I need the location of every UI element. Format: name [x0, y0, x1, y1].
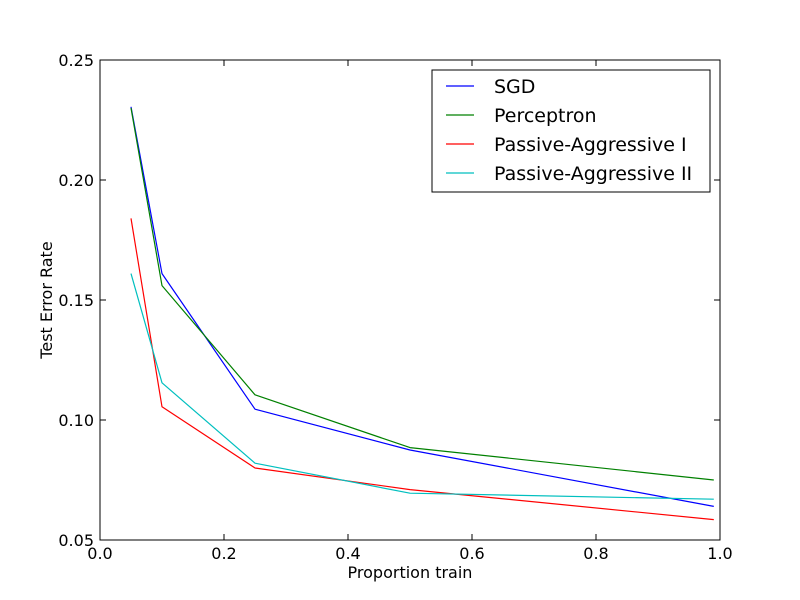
- x-tick-label-4: 0.8: [583, 544, 608, 563]
- x-tick-label-2: 0.4: [335, 544, 360, 563]
- legend-box: [431, 69, 711, 193]
- legend-label-0: SGD: [494, 76, 535, 98]
- legend: SGD Perceptron Passive-Aggressive I Passive…: [431, 69, 711, 193]
- x-tick-label-1: 0.2: [211, 544, 236, 563]
- y-tick-label-1: 0.10: [58, 411, 94, 430]
- series-line-0: [130, 106, 714, 507]
- x-axis-label: Proportion train: [348, 563, 473, 582]
- y-axis-label: Test Error Rate: [37, 241, 56, 359]
- x-tick-label-3: 0.6: [459, 544, 484, 563]
- series-line-1: [130, 107, 714, 481]
- x-tick-label-0: 0.0: [87, 544, 112, 563]
- legend-label-1: Perceptron: [494, 105, 597, 127]
- series-layer: [130, 106, 714, 521]
- legend-label-2: Passive-Aggressive I: [494, 134, 687, 156]
- series-line-2: [130, 218, 714, 521]
- tick-layer: 0.0 0.2 0.4 0.6 0.8 1.0 0.05 0.10 0.15 0.20 0.25: [58, 51, 732, 563]
- series-line-3: [130, 273, 714, 500]
- y-tick-label-2: 0.15: [58, 291, 94, 310]
- x-tick-label-5: 1.0: [707, 544, 732, 563]
- y-tick-label-3: 0.20: [58, 171, 94, 190]
- y-tick-label-4: 0.25: [58, 51, 94, 70]
- y-tick-label-0: 0.05: [58, 531, 94, 550]
- legend-label-3: Passive-Aggressive II: [494, 163, 692, 185]
